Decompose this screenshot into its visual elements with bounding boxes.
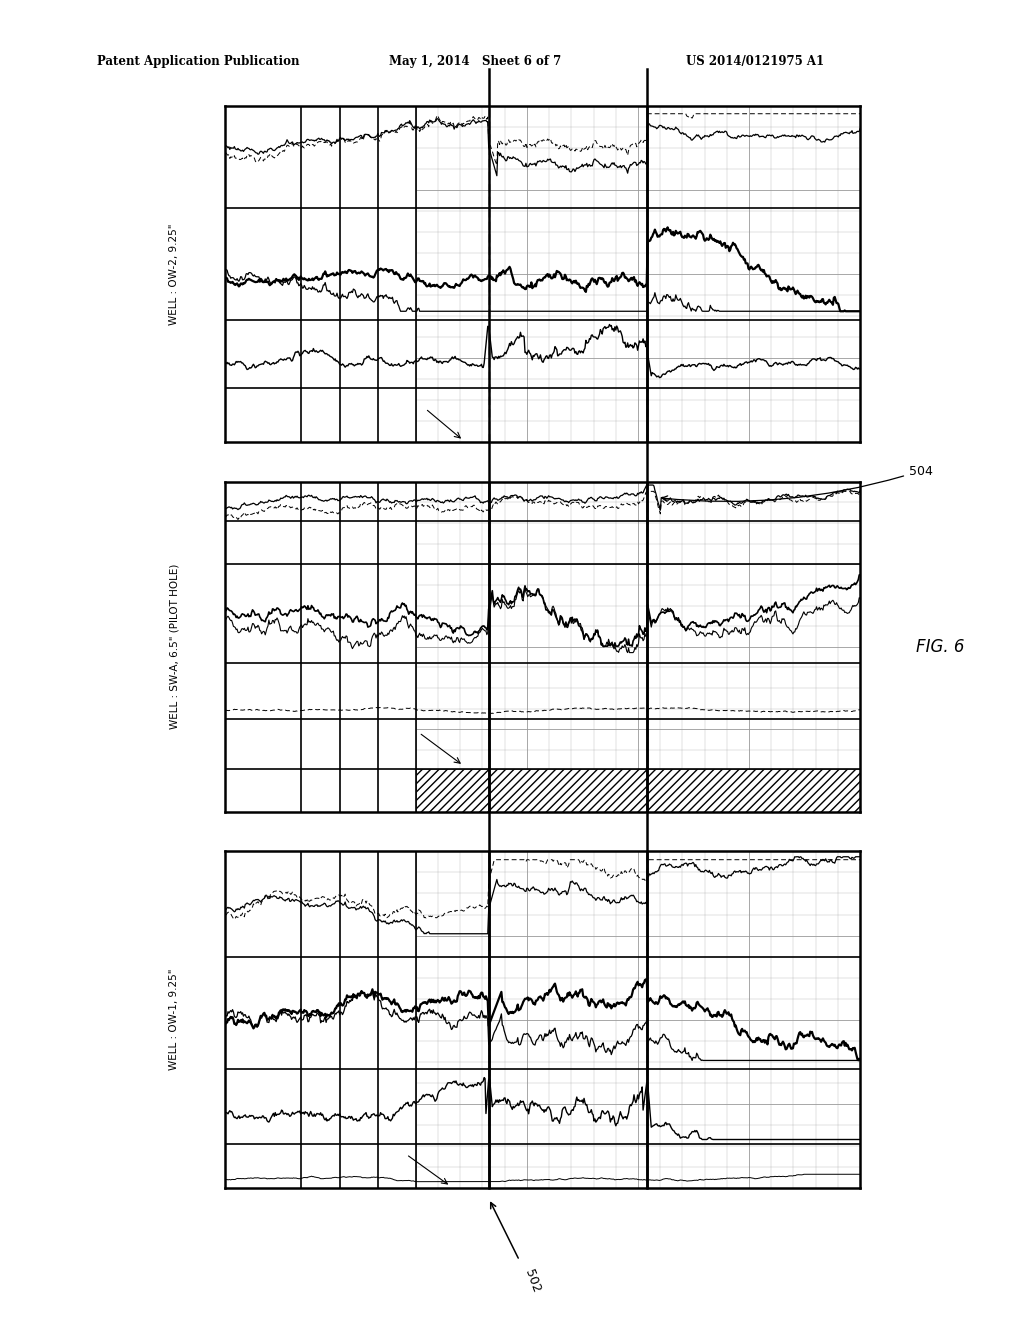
Text: WELL : OW-1, 9.25": WELL : OW-1, 9.25" (169, 969, 179, 1071)
Text: Patent Application Publication: Patent Application Publication (97, 55, 300, 69)
Text: FIG. 6: FIG. 6 (916, 638, 965, 656)
Text: 504: 504 (909, 465, 933, 478)
Text: May 1, 2014   Sheet 6 of 7: May 1, 2014 Sheet 6 of 7 (389, 55, 561, 69)
Text: 502: 502 (522, 1267, 543, 1294)
Bar (416, 768, 860, 812)
Text: US 2014/0121975 A1: US 2014/0121975 A1 (686, 55, 824, 69)
Text: WELL : OW-2, 9.25": WELL : OW-2, 9.25" (169, 223, 179, 325)
Text: WELL : SW-A, 6.5" (PILOT HOLE): WELL : SW-A, 6.5" (PILOT HOLE) (169, 564, 179, 730)
